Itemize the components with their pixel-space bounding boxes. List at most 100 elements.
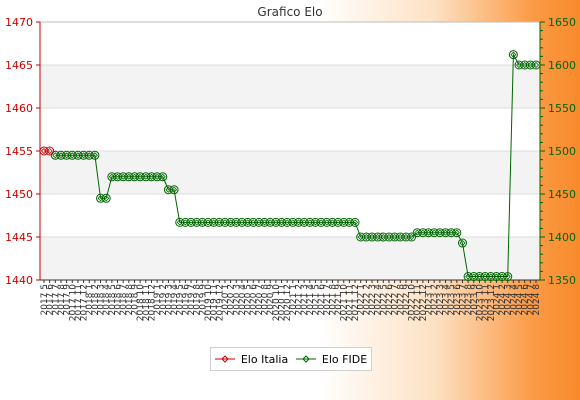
series-point [407, 232, 417, 242]
left-tick-label: 1470 [5, 16, 33, 29]
series-point [203, 217, 213, 227]
x-tick-label: 2022 2 [362, 284, 372, 316]
x-tick-label: 2024 3 [504, 284, 514, 316]
legend-item-elo-fide: Elo FIDE [295, 353, 367, 366]
plot-band [40, 108, 540, 151]
series-point-diamond [459, 239, 466, 247]
x-tick-label: 2022 7 [391, 284, 401, 316]
series-point-diamond [510, 51, 517, 58]
x-tick-label: 2019 7 [187, 284, 197, 316]
series-point-diamond [408, 233, 415, 241]
x-tick-label: 2021 2 [294, 284, 304, 316]
x-tick-label: 2018 4 [102, 284, 112, 316]
x-tick-label: 2023 9 [470, 284, 480, 316]
x-tick-label: 2019 11 [210, 284, 220, 321]
legend-label-elo-italia: Elo Italia [240, 352, 289, 366]
legend-marker-elo-italia [214, 355, 235, 363]
x-tick-label: 2019 8 [193, 284, 203, 316]
series-point [339, 217, 349, 227]
x-tick-label: 2019 12 [215, 284, 225, 321]
x-tick-label: 2018 9 [130, 284, 140, 316]
series-point [50, 150, 60, 160]
x-tick-label: 2024 7 [526, 284, 536, 316]
series-point [503, 272, 513, 282]
x-tick-label: 2022 12 [419, 284, 429, 321]
x-tick-label: 2021 9 [334, 284, 344, 316]
series-point [101, 193, 111, 203]
series-point-diamond [171, 186, 178, 193]
series-point [146, 172, 156, 182]
series-point-diamond [351, 219, 359, 226]
series-point [333, 217, 343, 227]
legend: Elo Italia Elo FIDE [210, 347, 372, 371]
x-tick-label: 2019 10 [204, 284, 214, 321]
legend-marker-elo-fide [295, 355, 316, 363]
right-tick-label: 1350 [548, 274, 576, 287]
x-tick-label: 2019 9 [198, 284, 208, 316]
x-tick-label: 2021 1 [289, 284, 299, 316]
series-point [67, 150, 77, 160]
series-point [197, 217, 207, 227]
x-tick-label: 2018 8 [125, 284, 135, 316]
right-axis: 1350 1400 1450 1500 1550 1600 1650 [539, 16, 576, 287]
x-tick-label: 2017 8 [57, 284, 67, 316]
right-tick-label: 1650 [548, 16, 576, 29]
x-tick-label: 2021 11 [345, 284, 355, 321]
series-point [62, 150, 72, 160]
x-tick-label: 2018 12 [147, 284, 157, 321]
series-point [163, 185, 173, 195]
x-tick-label: 2024 5 [515, 284, 525, 316]
right-tick-label: 1550 [548, 102, 576, 115]
series-point-diamond [453, 229, 460, 236]
series-point [514, 60, 524, 70]
x-tick-label: 2022 3 [368, 284, 378, 316]
series-point [113, 172, 123, 182]
series-point [220, 217, 230, 227]
x-tick-label: 2018 6 [114, 284, 124, 316]
x-tick-label: 2024 1 [492, 284, 502, 316]
series-point [129, 172, 139, 182]
x-tick-label: 2017 10 [68, 284, 78, 321]
x-tick-label: 2020 2 [227, 284, 237, 316]
series-point [73, 150, 83, 160]
series-point [497, 272, 507, 282]
series-point-diamond [159, 173, 166, 180]
series-point [243, 217, 253, 227]
x-tick-label: 2023 12 [487, 284, 497, 321]
series-point [209, 217, 219, 227]
x-tick-label: 2017 12 [80, 284, 90, 321]
series-point [118, 172, 128, 182]
series-point [412, 228, 422, 238]
x-tick-label: 2024 2 [498, 284, 508, 316]
series-point [384, 232, 394, 242]
series-point [356, 232, 366, 242]
series-point [424, 228, 434, 238]
x-tick-label: 2019 1 [153, 284, 163, 316]
left-tick-label: 1465 [5, 59, 33, 72]
series-point [260, 217, 270, 227]
series-point [135, 172, 145, 182]
series-point [277, 217, 287, 227]
x-tick-label: 2022 4 [374, 284, 384, 316]
plot-background [40, 22, 540, 280]
series-point [96, 193, 106, 203]
series-point [327, 217, 337, 227]
series-point [248, 217, 258, 227]
series-point [288, 217, 298, 227]
x-tick-label: 2018 3 [97, 284, 107, 316]
series-point [56, 150, 66, 160]
series-point [90, 150, 100, 160]
x-tick-label: 2023 4 [442, 284, 452, 316]
series-point [457, 238, 467, 248]
x-tick-label: 2023 2 [430, 284, 440, 316]
x-tick-label: 2023 7 [458, 284, 468, 316]
series-point [305, 217, 315, 227]
series-point [401, 232, 411, 242]
x-tick-label: 2018 10 [136, 284, 146, 321]
series-point [441, 228, 451, 238]
x-tick-label: 2022 8 [396, 284, 406, 316]
right-tick-label: 1450 [548, 188, 576, 201]
x-tick-label: 2023 8 [464, 284, 474, 316]
series-point [254, 217, 264, 227]
